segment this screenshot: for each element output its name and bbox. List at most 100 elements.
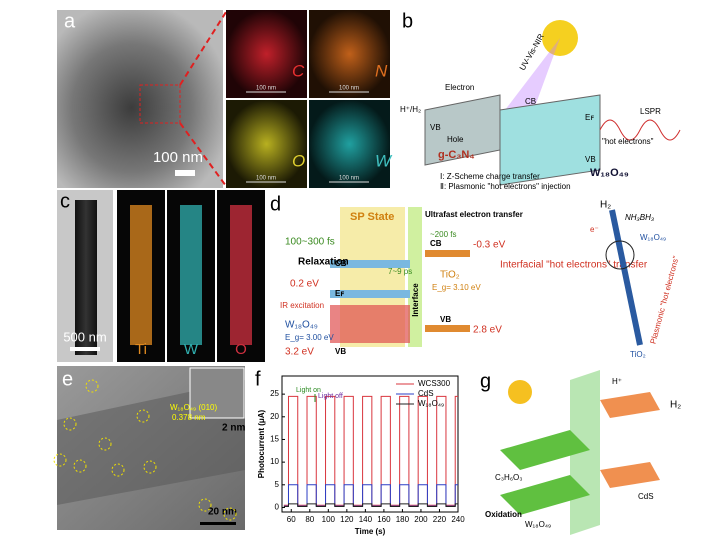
cb-band [330,260,410,268]
label: W₁₈O₄₉ [525,520,551,529]
label: H⁺ [612,377,622,386]
label: "hot electrons" [602,137,654,146]
element-map [226,10,307,98]
scale-label: 100 nm [153,149,203,166]
panel-letter: f [255,368,261,390]
label: CB [430,239,442,248]
label: Ⅰ: Z-Scheme charge transfer [440,172,540,181]
label: E_g= 3.10 eV [432,283,481,292]
series-line [283,503,458,508]
label: Interfacial "hot electrons" transfer [500,260,648,271]
label: Ⅱ: Plasmonic "hot electrons" injection [440,182,571,191]
x-tick-label: 120 [340,515,354,524]
x-tick-label: 180 [396,515,410,524]
interface [408,207,422,347]
legend-label: W₁₈O₄₉ [418,399,444,408]
label: Interface [411,283,420,317]
label: CdS [638,492,654,501]
scale-label: 100 nm [339,86,359,92]
panel-letter: b [402,10,413,32]
x-tick-label: 160 [377,515,391,524]
y-tick-label: 5 [275,480,280,489]
label: Hole [447,135,464,144]
inset [189,367,245,419]
panel-letter: d [270,193,281,215]
label: Plasmonic "hot electrons" [649,255,681,345]
x-tick-label: 100 [322,515,336,524]
label: W₁₈O₄₉ [285,320,318,331]
wo-block [499,94,601,186]
x-tick-label: 140 [359,515,373,524]
label: W₁₈O₄₉ (010) [170,403,217,412]
cds-sheet [600,392,660,418]
scale-label: 20 nm [208,507,237,518]
zoom-circle [605,240,635,270]
label: C₃H₆O₃ [495,473,523,482]
cds-sheet [600,462,660,488]
label: LSPR [640,107,661,116]
label: TiO₂ [440,270,460,281]
label: SP State [350,211,394,223]
label: W₁₈O₄₉ [590,167,629,179]
label: Electron [445,83,474,92]
panel-letter: c [60,190,70,212]
label: Relaxation [298,257,349,268]
x-tick-label: 80 [305,515,314,524]
ti-cb [425,250,470,257]
element-map [226,100,307,188]
label: -0.3 eV [473,240,506,251]
zoom-line [179,122,227,187]
label: 3.2 eV [285,347,314,358]
x-axis-label: Time (s) [355,527,386,536]
label: VB [440,315,451,324]
markers [53,379,237,521]
label: CB [525,97,536,106]
label: H₂ [670,400,681,411]
x-tick-label: 200 [414,515,428,524]
panel-letter: a [64,10,76,32]
series-line [283,484,458,507]
label: e⁻ [590,225,599,234]
scale-bar [70,347,100,351]
sun [508,380,532,404]
light-beam [505,38,560,120]
element-label: C [292,61,305,80]
legend-label: CdS [418,389,434,398]
element-label: W [184,341,199,358]
scale-label: 2 nm [222,423,245,434]
scale-bar [200,522,236,525]
label: 7~9 ps [388,267,412,276]
scale-label: 100 nm [256,86,276,92]
wo-sheet [500,430,590,470]
label: 100~300 fs [285,237,335,248]
label: Oxidation [485,510,522,519]
zoom-box [139,84,181,124]
label: 0.2 eV [290,279,319,290]
label: ~200 fs [430,230,456,239]
element-label: O [235,341,247,358]
label: VB [430,123,441,132]
annotation: Light on [296,387,321,394]
y-tick-label: 0 [275,503,280,512]
element-map [309,100,390,188]
x-tick-label: 220 [433,515,447,524]
label: TiO₂ [630,350,646,359]
wave [599,119,681,141]
scale-label: 100 nm [256,176,276,182]
label: E_g= 3.00 eV [285,333,334,342]
scale-label: 500 nm [63,329,106,344]
sun [542,20,578,56]
label: H₂ [600,200,611,211]
element-signal [130,205,152,345]
x-tick-label: 240 [451,515,465,524]
legend-label: WCS300 [418,379,451,388]
label: NH₃BH₃ [625,213,654,222]
panel-letter: e [62,368,73,390]
scale-label: 100 nm [339,176,359,182]
label: H⁺/H₂ [400,105,421,114]
element-label: O [292,151,305,170]
series-line [283,395,458,506]
rod [75,200,97,355]
ti-vb [425,325,470,332]
element-label: Ti [135,341,147,358]
